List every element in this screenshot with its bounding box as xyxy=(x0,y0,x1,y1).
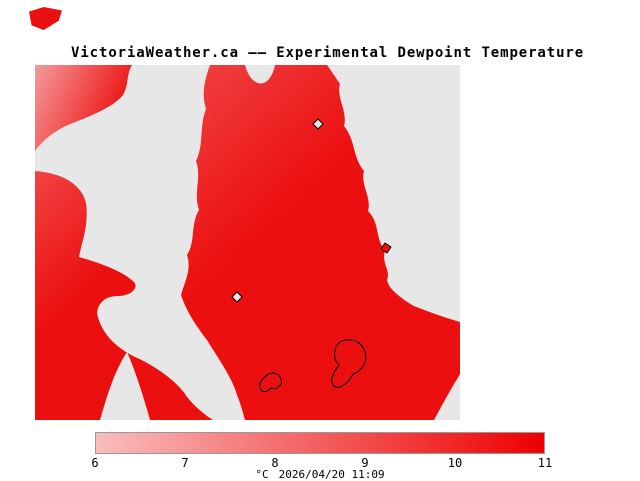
colorbar-tick: 11 xyxy=(537,456,553,470)
colorbar-tick: 10 xyxy=(447,456,463,470)
landmass-west xyxy=(35,171,213,420)
island-outline-large xyxy=(331,339,367,388)
map-canvas xyxy=(35,65,460,420)
landmass-central xyxy=(181,65,460,420)
dewpoint-map xyxy=(35,65,460,420)
timestamp: 2026/04/20 11:09 xyxy=(278,468,385,481)
inlet-wedge xyxy=(100,352,150,420)
landmass-northwest xyxy=(35,65,132,151)
colorbar-tick: 7 xyxy=(181,456,189,470)
colorbar-tick: 8 xyxy=(271,456,279,470)
island-outline-small xyxy=(259,372,282,393)
colorbar-ticks: 6 7 8 9 10 11 xyxy=(91,456,552,470)
colorbar-gradient xyxy=(95,432,545,454)
unit-label: °C xyxy=(255,468,269,481)
page-title: VictoriaWeather.ca —— Experimental Dewpo… xyxy=(71,45,585,61)
islet-outline xyxy=(380,242,392,254)
colorbar-tick: 9 xyxy=(361,456,369,470)
colorbar-tick: 6 xyxy=(91,456,99,470)
station-marker-icon xyxy=(312,118,324,130)
station-marker-icon xyxy=(231,291,243,303)
colorbar-caption: °C 2026/04/20 11:09 xyxy=(95,468,545,481)
map-edge-fragment xyxy=(29,7,62,30)
